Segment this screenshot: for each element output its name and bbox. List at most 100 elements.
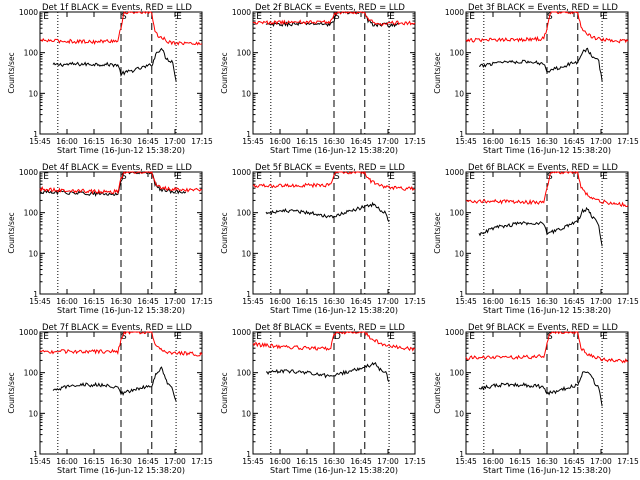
event-marker-label: E: [469, 12, 475, 22]
event-marker-label: E: [389, 332, 395, 342]
x-tick-label: 16:45: [563, 457, 585, 466]
x-tick-label: 15:45: [242, 297, 264, 306]
event-marker-label: E: [176, 332, 182, 342]
y-tick-label: 100: [24, 209, 39, 218]
x-tick-label: 16:30: [536, 297, 558, 306]
x-tick-label: 16:30: [323, 457, 345, 466]
y-tick-label: 10: [241, 89, 251, 98]
x-tick-label: 16:30: [323, 137, 345, 146]
lld-series-line: [465, 171, 629, 208]
x-tick-label: 16:30: [110, 137, 132, 146]
y-tick-label: 10: [454, 409, 464, 418]
event-marker-label: E: [389, 12, 395, 22]
x-tick-label: 16:00: [56, 137, 78, 146]
x-tick-label: 16:00: [56, 457, 78, 466]
y-axis-label: Counts/sec: [220, 52, 229, 93]
panel-title: Det 9f BLACK = Events, RED = LLD: [468, 323, 618, 333]
event-marker-label: E: [176, 172, 182, 182]
x-tick-label: 17:00: [590, 457, 612, 466]
x-tick-label: 15:45: [455, 457, 477, 466]
y-tick-label: 10: [454, 249, 464, 258]
y-tick-label: 10: [28, 89, 38, 98]
x-tick-label: 17:00: [590, 137, 612, 146]
y-tick-label: 100: [237, 209, 252, 218]
event-marker-label: E: [256, 172, 262, 182]
panel-title: Det 8f BLACK = Events, RED = LLD: [255, 323, 405, 333]
panel-title: Det 3f BLACK = Events, RED = LLD: [468, 3, 618, 13]
y-tick-label: 1: [459, 130, 464, 139]
y-tick-label: 1000: [19, 8, 38, 17]
x-tick-label: 16:00: [269, 297, 291, 306]
event-marker-label: E: [43, 332, 49, 342]
y-tick-label: 10: [454, 89, 464, 98]
x-tick-label: 16:45: [350, 457, 372, 466]
lld-series-line: [252, 170, 416, 191]
x-tick-label: 15:45: [29, 297, 51, 306]
event-marker-label: E: [256, 332, 262, 342]
panel-title: Det 2f BLACK = Events, RED = LLD: [255, 3, 405, 13]
y-tick-label: 100: [237, 49, 252, 58]
x-tick-label: 15:45: [455, 297, 477, 306]
y-tick-label: 1: [459, 450, 464, 459]
x-tick-label: 16:15: [296, 137, 318, 146]
y-axis-label: Counts/sec: [433, 212, 442, 253]
y-tick-label: 100: [450, 49, 465, 58]
event-marker-label: S: [334, 172, 340, 182]
x-axis-label: Start Time (16-Jun-12 15:38:20): [483, 146, 611, 155]
lld-series-line: [252, 331, 416, 352]
panel-title: Det 4f BLACK = Events, RED = LLD: [42, 163, 192, 173]
events-series-line: [39, 171, 187, 198]
x-tick-label: 16:00: [56, 297, 78, 306]
y-tick-label: 1: [246, 450, 251, 459]
y-tick-label: 1000: [232, 8, 251, 17]
panel-title: Det 5f BLACK = Events, RED = LLD: [255, 163, 405, 173]
y-tick-label: 1000: [445, 168, 464, 177]
y-tick-label: 1000: [19, 328, 38, 337]
x-tick-label: 16:15: [509, 457, 531, 466]
y-tick-label: 1: [33, 290, 38, 299]
y-tick-label: 100: [237, 369, 252, 378]
y-tick-label: 1: [33, 450, 38, 459]
x-tick-label: 16:00: [269, 137, 291, 146]
event-marker-label: E: [469, 332, 475, 342]
x-tick-label: 16:00: [482, 297, 504, 306]
events-series-line: [478, 47, 603, 82]
x-tick-label: 16:15: [83, 297, 105, 306]
event-marker-label: S: [121, 12, 127, 22]
x-tick-label: 17:15: [617, 457, 639, 466]
x-axis-label: Start Time (16-Jun-12 15:38:20): [270, 466, 398, 475]
x-tick-label: 16:30: [323, 297, 345, 306]
y-axis-label: Counts/sec: [220, 372, 229, 413]
x-tick-label: 16:45: [137, 137, 159, 146]
y-tick-label: 10: [241, 249, 251, 258]
x-tick-label: 16:45: [350, 137, 372, 146]
x-tick-label: 15:45: [242, 137, 264, 146]
x-tick-label: 16:30: [110, 457, 132, 466]
y-tick-label: 1: [246, 130, 251, 139]
event-marker-label: E: [602, 172, 608, 182]
x-tick-label: 16:15: [83, 457, 105, 466]
lld-series-line: [40, 11, 203, 46]
x-axis-label: Start Time (16-Jun-12 15:38:20): [57, 146, 185, 155]
y-tick-label: 100: [450, 369, 465, 378]
x-tick-label: 17:15: [404, 137, 426, 146]
y-tick-label: 1000: [232, 328, 251, 337]
event-marker-label: S: [121, 332, 127, 342]
x-tick-label: 15:45: [29, 137, 51, 146]
y-tick-label: 100: [450, 209, 465, 218]
event-marker-label: E: [256, 12, 262, 22]
x-tick-label: 17:15: [191, 137, 213, 146]
y-tick-label: 1: [33, 130, 38, 139]
x-tick-label: 17:00: [164, 457, 186, 466]
y-axis-label: Counts/sec: [7, 52, 16, 93]
x-tick-label: 16:30: [536, 457, 558, 466]
x-tick-label: 16:00: [269, 457, 291, 466]
x-tick-label: 16:15: [83, 137, 105, 146]
